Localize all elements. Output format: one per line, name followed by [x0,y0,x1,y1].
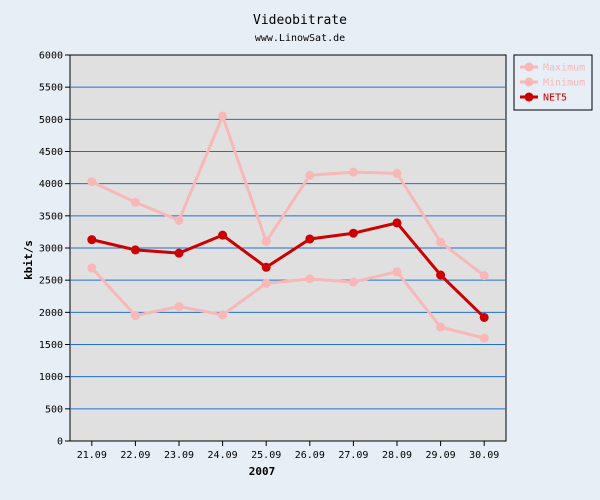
data-point-maximum [305,170,315,180]
data-point-net5 [87,235,97,245]
x-tick-label: 28.09 [382,450,412,461]
data-point-net5 [305,234,315,244]
legend: Maximum Minimum NET5 [513,54,593,111]
data-point-net5 [218,230,228,240]
data-point-net5 [130,245,140,255]
data-point-maximum [479,271,489,281]
data-point-maximum [174,215,184,225]
data-point-net5 [436,270,446,280]
y-axis-ticks: 0 500 1000 1500 2000 2500 3000 3500 4000 4500 5000… [39,51,70,448]
x-tick-label: 24.09 [208,450,238,461]
y-tick-label: 500 [45,404,63,415]
x-tick-label: 23.09 [164,450,194,461]
y-tick-label: 2000 [39,308,63,319]
y-tick-label: 3500 [39,211,63,222]
legend-marker-minimum [524,77,534,87]
gridlines [70,86,506,410]
data-point-maximum [218,111,228,121]
legend-marker-net5 [524,92,534,102]
data-point-minimum [479,333,489,343]
x-tick-label: 30.09 [469,450,499,461]
y-tick-label: 5500 [39,83,63,94]
legend-label-maximum: Maximum [543,63,585,74]
y-tick-label: 1500 [39,340,63,351]
x-tick-label: 25.09 [251,450,281,461]
y-tick-label: 2500 [39,276,63,287]
series-line-minimum [90,266,485,340]
series-line-maximum [91,114,486,277]
y-tick-label: 0 [57,437,63,448]
series-line-net5 [91,221,486,319]
data-point-net5 [348,228,358,238]
y-tick-label: 6000 [39,51,63,62]
data-point-minimum [218,310,228,320]
data-point-maximum [348,167,358,177]
chart-subtitle: www.LinowSat.de [255,33,345,44]
x-axis-label: 2007 [249,465,276,478]
data-point-minimum [261,278,271,288]
data-point-net5 [174,248,184,258]
data-point-maximum [392,168,402,178]
series-layer [87,111,489,343]
y-tick-label: 3000 [39,244,63,255]
series-net5 [87,218,489,322]
legend-marker-maximum [524,62,534,72]
data-point-minimum [436,322,446,332]
chart-title: Videobitrate [253,13,347,28]
legend-label-minimum: Minimum [543,78,585,89]
x-axis-ticks: 21.09 22.09 23.09 24.09 25.09 26.09 27.09 28.09… [77,441,499,461]
data-point-maximum [87,177,97,187]
y-tick-label: 5000 [39,115,63,126]
data-point-minimum [392,267,402,277]
x-tick-label: 22.09 [120,450,150,461]
data-point-net5 [479,312,489,322]
data-point-minimum [305,274,315,284]
y-tick-label: 1000 [39,372,63,383]
y-axis-label: kbit/s [22,240,35,280]
legend-label-net5: NET5 [543,93,567,104]
data-point-maximum [261,237,271,247]
x-tick-label: 21.09 [77,450,107,461]
x-tick-label: 26.09 [295,450,325,461]
y-tick-label: 4000 [39,179,63,190]
data-point-net5 [261,262,271,272]
data-point-net5 [392,218,402,228]
x-tick-label: 27.09 [338,450,368,461]
y-tick-label: 4500 [39,147,63,158]
data-point-minimum [87,263,97,273]
data-point-maximum [130,197,140,207]
series-minimum [87,263,489,343]
data-point-minimum [174,302,184,312]
data-point-minimum [348,277,358,287]
series-maximum [87,111,489,281]
x-tick-label: 29.09 [426,450,456,461]
data-point-minimum [130,311,140,321]
data-point-maximum [436,237,446,247]
